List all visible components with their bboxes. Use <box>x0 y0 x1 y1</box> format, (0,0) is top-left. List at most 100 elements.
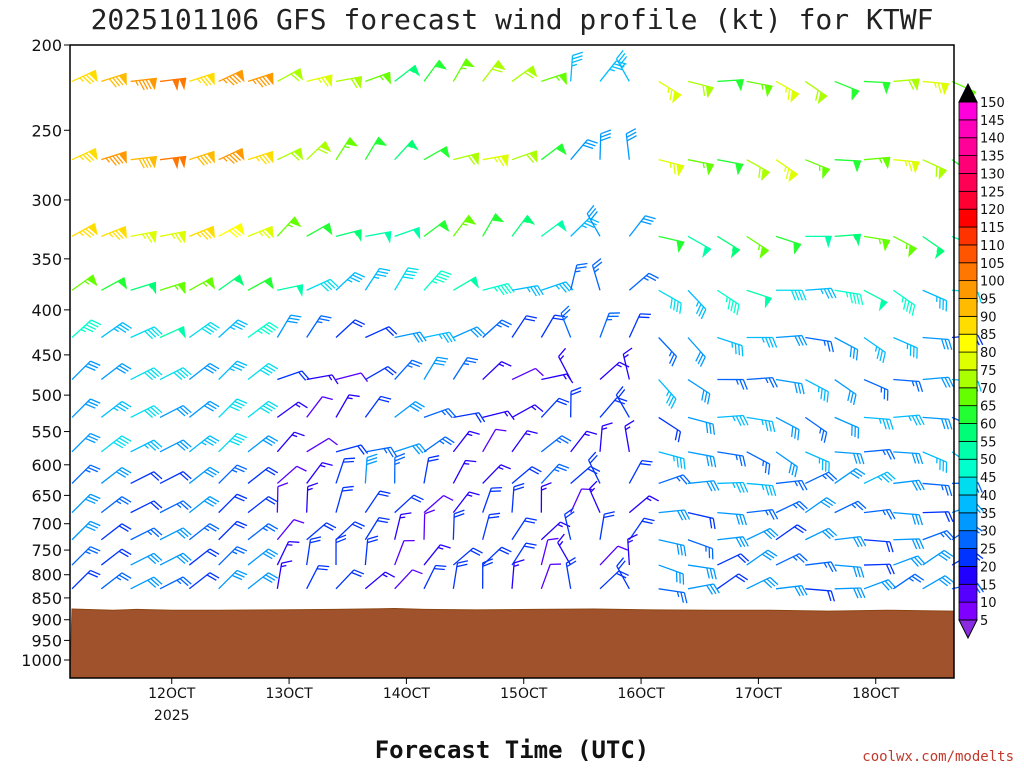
barb-full-feather <box>153 527 163 536</box>
barb-half-feather <box>594 268 600 273</box>
barb-full-feather <box>771 421 776 433</box>
barb-full-feather <box>435 359 447 363</box>
wind-barb <box>394 267 419 291</box>
barb-full-feather <box>592 258 602 266</box>
barb-staff <box>540 314 556 338</box>
wind-barb <box>511 214 536 237</box>
barb-full-feather <box>438 272 450 278</box>
wind-barb <box>746 509 779 520</box>
wind-barb <box>335 319 366 338</box>
barb-staff <box>717 553 742 566</box>
barb-half-feather <box>113 328 119 333</box>
colorbar-label: 35 <box>980 507 997 522</box>
barb-full-feather <box>147 442 157 451</box>
wind-barb <box>452 58 476 82</box>
barb-full-feather <box>121 523 132 530</box>
barb-half-feather <box>196 78 202 84</box>
barb-staff <box>247 523 269 541</box>
barb-full-feather <box>766 578 776 587</box>
barb-staff <box>892 289 916 306</box>
barb-full-feather <box>87 435 99 441</box>
barb-half-feather <box>784 166 787 172</box>
barb-full-feather <box>231 403 243 409</box>
barb-half-feather <box>761 337 765 343</box>
barb-staff <box>247 435 269 453</box>
wind-barb <box>452 430 480 453</box>
barb-full-feather <box>116 471 126 478</box>
wind-barb <box>423 270 452 291</box>
barb-full-feather <box>209 523 220 530</box>
colorbar-segment <box>958 155 978 174</box>
barb-full-feather <box>290 314 302 318</box>
wind-barb <box>247 572 279 590</box>
barb-full-feather <box>794 427 797 439</box>
barb-full-feather <box>294 431 305 437</box>
barb-full-feather <box>203 367 214 374</box>
barb-full-feather <box>436 275 447 281</box>
wind-barb <box>188 548 220 566</box>
barb-full-feather <box>200 77 209 87</box>
barb-staff <box>394 514 402 540</box>
wind-barb <box>628 495 660 514</box>
wind-barb <box>423 331 456 344</box>
barb-full-feather <box>503 284 512 294</box>
barb-flag <box>702 245 712 258</box>
barb-full-feather <box>883 473 893 482</box>
y-tick-label: 250 <box>31 121 62 140</box>
barb-half-feather <box>85 469 91 473</box>
barb-full-feather <box>801 335 808 346</box>
wind-barb <box>687 80 714 99</box>
barb-flag <box>384 231 392 244</box>
barb-staff <box>563 514 572 540</box>
barb-full-feather <box>560 521 571 528</box>
barb-half-feather <box>196 232 202 238</box>
barb-full-feather <box>676 301 679 313</box>
barb-full-feather <box>150 554 160 563</box>
barb-full-feather <box>501 319 512 326</box>
barb-staff <box>717 536 744 541</box>
barb-full-feather <box>206 437 217 444</box>
wind-barb <box>717 536 749 548</box>
wind-barb <box>453 326 486 339</box>
barb-half-feather <box>853 234 857 241</box>
wind-barb <box>71 319 102 338</box>
barb-full-feather <box>643 517 655 522</box>
barb-full-feather <box>581 488 593 491</box>
barb-half-feather <box>559 355 565 361</box>
barb-staff <box>628 460 643 484</box>
barb-staff <box>511 315 527 338</box>
wind-barb <box>588 480 601 513</box>
wind-barb <box>658 451 686 470</box>
wind-barb <box>687 289 707 320</box>
barb-full-feather <box>413 494 424 501</box>
wind-barb <box>511 315 537 338</box>
barb-staff <box>247 572 269 590</box>
barb-staff <box>511 285 538 291</box>
barb-full-feather <box>118 228 127 238</box>
barb-full-feather <box>600 132 611 138</box>
barb-full-feather <box>860 587 866 599</box>
barb-staff <box>159 405 184 418</box>
barb-full-feather <box>148 157 156 168</box>
barb-full-feather <box>343 460 354 463</box>
barb-staff <box>863 416 890 421</box>
barb-staff <box>599 397 618 418</box>
barb-full-feather <box>90 398 101 404</box>
barb-half-feather <box>905 243 908 250</box>
barb-full-feather <box>947 376 955 388</box>
barb-staff <box>100 363 123 381</box>
barb-full-feather <box>90 569 101 576</box>
barb-staff <box>335 272 356 291</box>
barb-staff <box>100 572 123 590</box>
wind-barb <box>804 416 828 443</box>
barb-full-feather <box>265 437 276 444</box>
barb-full-feather <box>823 288 830 299</box>
colorbar-label: 25 <box>980 543 997 558</box>
barb-full-feather <box>682 474 691 484</box>
barb-full-feather <box>583 222 595 228</box>
barb-half-feather <box>201 441 207 446</box>
barb-staff <box>570 217 590 237</box>
wind-barb <box>570 139 598 161</box>
barb-half-feather <box>785 87 788 93</box>
barb-full-feather <box>699 356 706 367</box>
